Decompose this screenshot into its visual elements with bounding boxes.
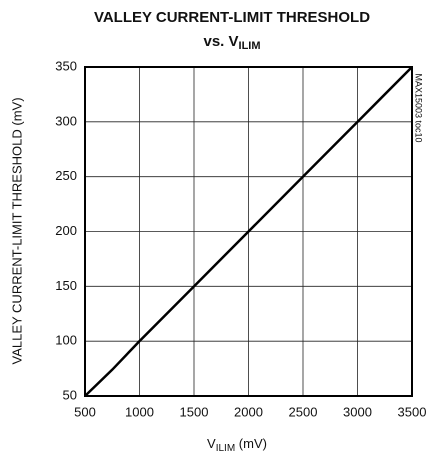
x-tick-label: 3000 — [343, 404, 372, 419]
data-line — [84, 66, 413, 397]
plot-frame — [84, 66, 413, 397]
y-tick-label: 200 — [55, 223, 77, 238]
y-tick-label: 150 — [55, 278, 77, 293]
x-tick-label: 3500 — [398, 404, 427, 419]
chart-subtitle: vs. VILIM — [203, 33, 260, 52]
chart-title: VALLEY CURRENT-LIMIT THRESHOLD — [94, 9, 370, 26]
x-tick-label: 1500 — [180, 404, 209, 419]
x-tick-label: 2000 — [234, 404, 263, 419]
y-tick-label: 250 — [55, 168, 77, 183]
x-label-text: V — [207, 436, 216, 451]
annotation: MAX15003 toc10 — [414, 73, 424, 142]
x-axis-label: VILIM (mV) — [207, 436, 267, 453]
subtitle-subscript: ILIM — [239, 40, 261, 52]
y-tick-label: 100 — [55, 333, 77, 348]
x-tick-label: 500 — [74, 404, 96, 419]
x-label-subscript: ILIM — [216, 443, 235, 454]
x-tick-label: 2500 — [289, 404, 318, 419]
x-label-unit: (mV) — [235, 436, 267, 451]
subtitle-text: vs. V — [203, 33, 238, 50]
y-tick-label: 350 — [55, 58, 77, 73]
y-tick-label: 50 — [63, 387, 77, 402]
y-tick-label: 300 — [55, 113, 77, 128]
x-tick-label: 1000 — [125, 404, 154, 419]
y-axis-label: VALLEY CURRENT-LIMIT THRESHOLD (mV) — [9, 97, 24, 364]
